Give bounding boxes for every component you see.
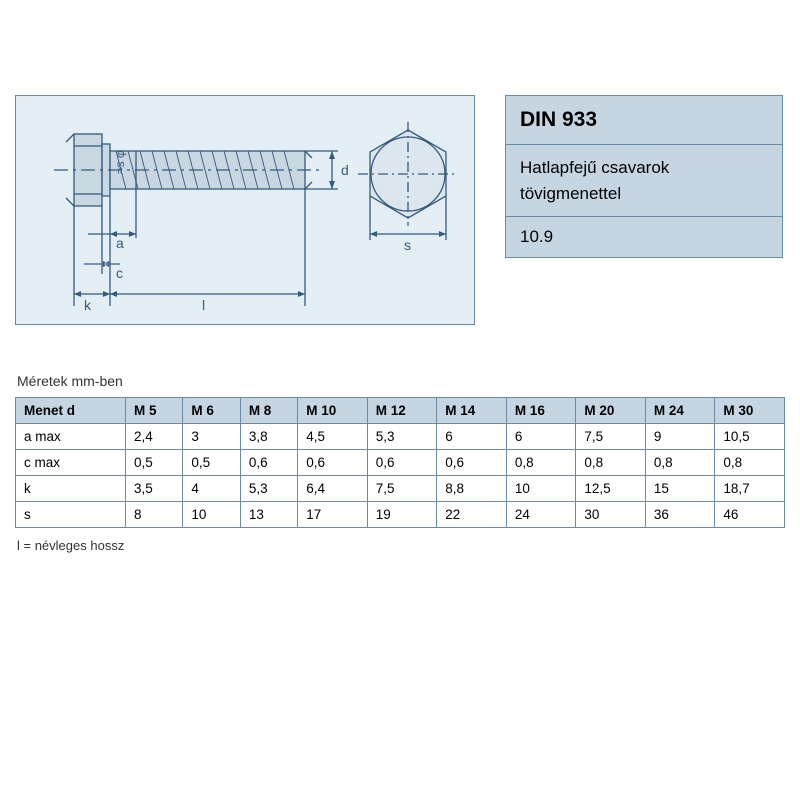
cell: 6: [506, 424, 576, 450]
cell: 19: [367, 502, 437, 528]
col-header: M 16: [506, 398, 576, 424]
cell: 4,5: [298, 424, 368, 450]
cell: 12,5: [576, 476, 646, 502]
row-label: a max: [16, 424, 126, 450]
cell: 10,5: [715, 424, 785, 450]
cell: 3,8: [240, 424, 297, 450]
cell: 7,5: [576, 424, 646, 450]
cell: 0,5: [126, 450, 183, 476]
cell: 10: [183, 502, 240, 528]
cell: 22: [437, 502, 507, 528]
row-label: k: [16, 476, 126, 502]
cell: 5,3: [367, 424, 437, 450]
cell: 3: [183, 424, 240, 450]
svg-text:a: a: [116, 235, 124, 251]
cell: 8: [126, 502, 183, 528]
cell: 0,8: [715, 450, 785, 476]
cell: 15: [645, 476, 715, 502]
cell: 0,8: [645, 450, 715, 476]
col-header: M 20: [576, 398, 646, 424]
standard-title: DIN 933: [505, 95, 783, 145]
top-row: ≈s φ d a: [15, 95, 785, 325]
col-header: M 5: [126, 398, 183, 424]
cell: 36: [645, 502, 715, 528]
table-row: a max2,433,84,55,3667,5910,5: [16, 424, 785, 450]
table-header-row: Menet d M 5 M 6 M 8 M 10 M 12 M 14 M 16 …: [16, 398, 785, 424]
cell: 0,6: [367, 450, 437, 476]
col-header: M 24: [645, 398, 715, 424]
svg-text:l: l: [202, 297, 205, 313]
cell: 0,8: [506, 450, 576, 476]
cell: 18,7: [715, 476, 785, 502]
svg-text:c: c: [116, 265, 123, 281]
info-panel: DIN 933 Hatlapfejű csavarok tövigmenette…: [505, 95, 783, 325]
desc-line-2: tövigmenettel: [520, 184, 621, 203]
technical-diagram: ≈s φ d a: [15, 95, 475, 325]
cell: 0,6: [437, 450, 507, 476]
table-caption: Méretek mm-ben: [17, 373, 785, 389]
cell: 3,5: [126, 476, 183, 502]
cell: 0,8: [576, 450, 646, 476]
cell: 6,4: [298, 476, 368, 502]
row-label: c max: [16, 450, 126, 476]
cell: 7,5: [367, 476, 437, 502]
cell: 2,4: [126, 424, 183, 450]
svg-text:k: k: [84, 297, 92, 313]
cell: 10: [506, 476, 576, 502]
header-menet-d: Menet d: [16, 398, 126, 424]
cell: 4: [183, 476, 240, 502]
desc-line-1: Hatlapfejű csavarok: [520, 158, 669, 177]
col-header: M 30: [715, 398, 785, 424]
cell: 17: [298, 502, 368, 528]
col-header: M 6: [183, 398, 240, 424]
cell: 0,6: [298, 450, 368, 476]
col-header: M 12: [367, 398, 437, 424]
cell: 0,5: [183, 450, 240, 476]
standard-description: Hatlapfejű csavarok tövigmenettel: [505, 145, 783, 217]
cell: 8,8: [437, 476, 507, 502]
cell: 30: [576, 502, 646, 528]
dimensions-table: Menet d M 5 M 6 M 8 M 10 M 12 M 14 M 16 …: [15, 397, 785, 528]
cell: 5,3: [240, 476, 297, 502]
col-header: M 10: [298, 398, 368, 424]
row-label: s: [16, 502, 126, 528]
cell: 9: [645, 424, 715, 450]
cell: 6: [437, 424, 507, 450]
footnote: l = névleges hossz: [17, 538, 785, 553]
svg-text:s: s: [404, 237, 411, 253]
col-header: M 8: [240, 398, 297, 424]
table-row: s8101317192224303646: [16, 502, 785, 528]
svg-text:d: d: [341, 162, 349, 178]
table-row: k3,545,36,47,58,81012,51518,7: [16, 476, 785, 502]
cell: 13: [240, 502, 297, 528]
cell: 46: [715, 502, 785, 528]
cell: 0,6: [240, 450, 297, 476]
col-header: M 14: [437, 398, 507, 424]
table-row: c max0,50,50,60,60,60,60,80,80,80,8: [16, 450, 785, 476]
cell: 24: [506, 502, 576, 528]
svg-text:≈s φ: ≈s φ: [113, 150, 127, 174]
standard-grade: 10.9: [505, 217, 783, 258]
